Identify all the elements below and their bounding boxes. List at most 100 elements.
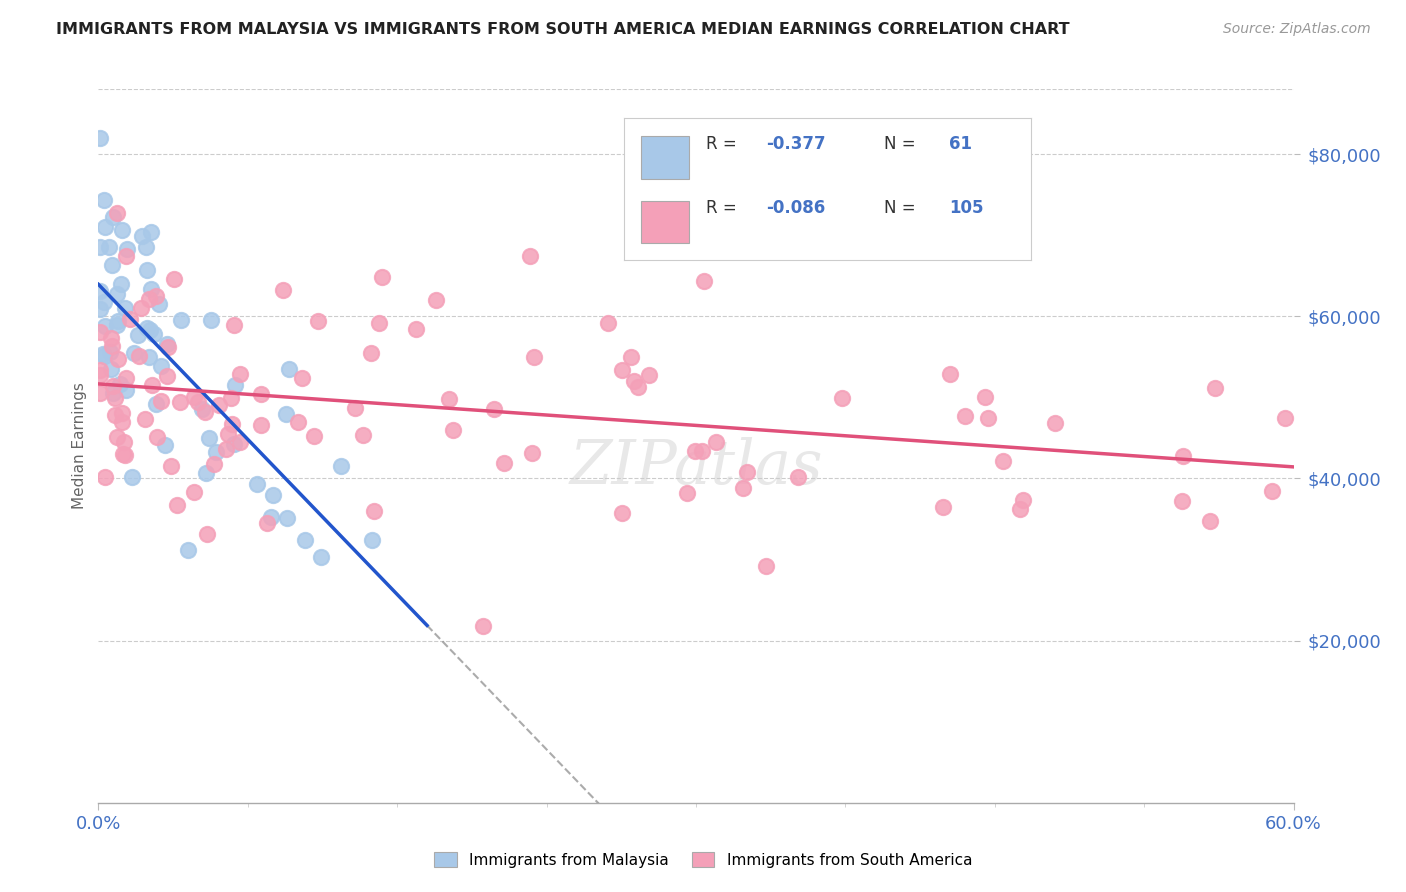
Point <box>100 258 122 272</box>
Point <box>304 429 326 443</box>
Point <box>360 345 382 359</box>
Point <box>110 277 132 292</box>
Point <box>437 392 460 406</box>
Point <box>425 293 447 307</box>
Point <box>330 459 353 474</box>
Point <box>224 318 246 332</box>
Point <box>307 314 329 328</box>
Point <box>153 438 176 452</box>
Point <box>246 477 269 491</box>
Point <box>107 314 129 328</box>
Point <box>98 240 121 254</box>
Legend: Immigrants from Malaysia, Immigrants from South America: Immigrants from Malaysia, Immigrants fro… <box>426 844 980 875</box>
Point <box>111 223 134 237</box>
Text: ZIPatlas: ZIPatlas <box>569 437 823 498</box>
Point <box>683 443 706 458</box>
Point <box>755 559 778 574</box>
Point <box>142 327 165 342</box>
Point <box>191 402 214 417</box>
Point <box>187 395 209 409</box>
Point <box>273 284 295 298</box>
Point <box>150 394 173 409</box>
Point <box>131 229 153 244</box>
Point <box>735 465 758 479</box>
Point <box>118 311 141 326</box>
Point <box>100 361 122 376</box>
Point <box>105 287 128 301</box>
Point <box>121 469 143 483</box>
Point <box>363 504 385 518</box>
Point <box>105 206 128 220</box>
Point <box>183 390 205 404</box>
Y-axis label: Median Earnings: Median Earnings <box>72 383 87 509</box>
Point <box>89 362 111 376</box>
Point <box>637 368 659 383</box>
Point <box>139 281 162 295</box>
Point <box>200 313 222 327</box>
Point <box>114 448 136 462</box>
Point <box>221 417 243 431</box>
Point <box>309 550 332 565</box>
Point <box>145 289 167 303</box>
Point <box>145 397 167 411</box>
Point <box>89 368 111 382</box>
Point <box>371 270 394 285</box>
Point <box>276 511 298 525</box>
Point <box>93 295 115 310</box>
Point <box>250 418 273 433</box>
Point <box>690 444 713 458</box>
Point <box>89 386 111 401</box>
Point <box>134 412 156 426</box>
Point <box>149 359 172 373</box>
Point <box>1171 494 1194 508</box>
Point <box>129 301 152 316</box>
Point <box>169 394 191 409</box>
Point <box>139 323 162 337</box>
Point <box>831 391 853 405</box>
Text: Source: ZipAtlas.com: Source: ZipAtlas.com <box>1223 22 1371 37</box>
Point <box>471 619 494 633</box>
Point <box>93 349 115 363</box>
Point <box>215 442 238 456</box>
Point <box>111 406 134 420</box>
Point <box>101 339 124 353</box>
Point <box>278 362 301 376</box>
Point <box>523 351 546 365</box>
Point <box>1010 501 1032 516</box>
Point <box>1204 381 1226 395</box>
Point <box>620 351 643 365</box>
Point <box>93 193 115 207</box>
Point <box>105 430 128 444</box>
Point <box>111 415 134 429</box>
Point <box>344 401 367 415</box>
Point <box>197 431 219 445</box>
Point <box>786 470 808 484</box>
Point <box>183 484 205 499</box>
Point <box>938 367 960 381</box>
Point <box>522 446 544 460</box>
Point <box>1171 449 1194 463</box>
Point <box>250 386 273 401</box>
Point <box>114 384 136 398</box>
Point <box>89 325 111 339</box>
Point <box>1274 411 1296 425</box>
Point <box>141 378 163 392</box>
Point <box>219 391 242 405</box>
Point <box>1198 514 1220 528</box>
Point <box>148 297 170 311</box>
Point <box>138 350 160 364</box>
Point <box>441 423 464 437</box>
Point <box>977 411 1000 425</box>
Point <box>208 399 231 413</box>
Point <box>405 322 427 336</box>
Point <box>101 385 124 400</box>
Point <box>100 345 122 359</box>
Point <box>156 336 179 351</box>
Point <box>932 500 955 514</box>
Point <box>127 327 149 342</box>
Point <box>170 313 193 327</box>
Point <box>89 240 111 254</box>
Point <box>222 436 245 450</box>
Point <box>287 415 309 429</box>
Point <box>89 302 111 317</box>
